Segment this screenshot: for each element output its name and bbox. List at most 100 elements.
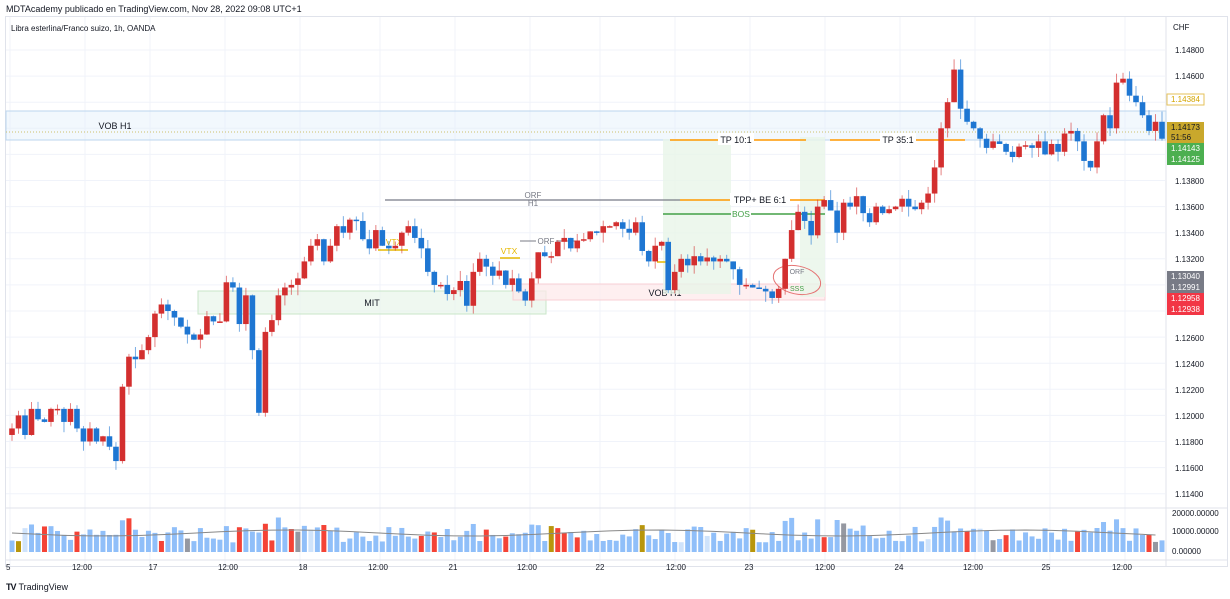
time-tick: 18 — [299, 563, 308, 572]
price-tag-bg — [1167, 143, 1204, 154]
volume-bar — [867, 536, 873, 552]
candle-body — [282, 287, 288, 296]
candle-body — [782, 258, 788, 289]
volume-bar — [1081, 529, 1087, 552]
volume-bar — [210, 538, 216, 552]
volume-bar — [522, 532, 528, 552]
candle-body — [119, 386, 126, 462]
candle-body — [22, 415, 28, 435]
candle-body — [1120, 78, 1126, 83]
vob-h1-zone-top — [5, 110, 1167, 141]
candle-body — [1139, 102, 1146, 116]
time-tick: 12:00 — [666, 563, 687, 572]
volume-bar — [360, 536, 366, 552]
candle-body — [1159, 121, 1165, 139]
candle-body — [548, 256, 555, 258]
volume-bar — [483, 529, 489, 552]
price-tag[interactable]: 1.14384 — [1166, 93, 1205, 106]
volume-tick: 10000.00000 — [1172, 527, 1219, 536]
candle-body — [873, 206, 879, 223]
volume-bar — [1114, 519, 1120, 552]
candle-body — [288, 284, 295, 288]
candle-body — [295, 278, 301, 285]
orf2-label-bg — [536, 235, 556, 246]
bos-label-bg — [731, 208, 751, 220]
price-tag[interactable]: 1.14143 — [1167, 143, 1204, 154]
price-tag[interactable]: 1.14173 — [1167, 122, 1204, 133]
volume-bar — [223, 526, 229, 552]
volume-bar — [958, 528, 964, 552]
volume-bar — [1120, 528, 1126, 552]
volume-bar — [977, 528, 983, 552]
volume-bar — [542, 540, 548, 552]
candle-body — [9, 428, 15, 435]
candle-body — [35, 408, 41, 420]
price-tag[interactable]: 1.12991 — [1167, 282, 1204, 293]
price-tag[interactable]: 1.12958 — [1167, 293, 1204, 304]
tradingview-name: TradingView — [18, 582, 69, 592]
candle-body — [1022, 145, 1029, 147]
price-tag[interactable]: 51:56 — [1167, 132, 1204, 143]
candle-body — [775, 288, 782, 298]
volume-bar — [691, 526, 697, 552]
volume-bar — [425, 531, 431, 552]
candle-body — [41, 419, 48, 422]
price-tag[interactable]: 1.13040 — [1167, 271, 1204, 282]
price-tag-label: 1.12958 — [1171, 294, 1200, 303]
volume-bar — [685, 529, 691, 552]
volume-tick: 20000.00000 — [1172, 509, 1219, 518]
candle-body — [905, 198, 912, 207]
candle-body — [145, 337, 152, 351]
candle-body — [80, 428, 87, 442]
sss-label: SSS — [790, 286, 804, 293]
candle-body — [476, 258, 483, 272]
candle-body — [444, 284, 451, 295]
volume-bar — [412, 538, 418, 552]
candle-body — [275, 295, 282, 321]
volume-bar — [87, 529, 93, 552]
volume-bar — [178, 530, 184, 552]
candle-body — [54, 408, 61, 411]
price-tag-bg — [1167, 154, 1204, 165]
volume-bar — [399, 527, 405, 552]
volume-bar — [457, 536, 463, 552]
price-tag[interactable]: 1.12938 — [1167, 304, 1204, 315]
candle-body — [723, 258, 730, 262]
tradingview-brand[interactable]: TV TradingView — [6, 582, 68, 592]
vob-h1-label-top: VOB H1 — [98, 121, 131, 131]
volume-bar — [1049, 532, 1055, 552]
candle-body — [28, 408, 35, 435]
candle-body — [749, 284, 756, 288]
long-position-box-1 — [663, 139, 731, 294]
volume-bar — [1127, 540, 1133, 552]
candle-body — [249, 295, 256, 351]
volume-bar — [594, 534, 600, 552]
candle-body — [535, 252, 542, 279]
volume-bar — [321, 525, 327, 552]
candle-body — [392, 245, 399, 249]
volume-bar — [574, 537, 580, 552]
candle-body — [1068, 130, 1074, 134]
volume-bar — [1016, 540, 1022, 552]
time-tick: 22 — [596, 563, 605, 572]
volume-bar — [74, 531, 80, 552]
volume-bar — [932, 526, 938, 552]
candle-body — [827, 200, 834, 211]
candle-body — [1009, 151, 1016, 158]
candle-body — [587, 231, 594, 240]
candle-body — [464, 280, 470, 306]
candle-body — [736, 269, 743, 285]
volume-bar — [893, 540, 899, 552]
time-tick: 21 — [449, 563, 458, 572]
price-tag[interactable]: 1.14125 — [1167, 154, 1204, 165]
volume-bar — [1159, 540, 1165, 552]
volume-bar — [106, 535, 112, 552]
candle-body — [678, 258, 685, 272]
volume-bar — [405, 536, 411, 552]
volume-bar — [152, 532, 158, 552]
volume-bar — [392, 535, 398, 552]
volume-bar — [464, 530, 470, 552]
volume-bars — [9, 517, 1165, 552]
volume-bar — [1153, 541, 1159, 552]
